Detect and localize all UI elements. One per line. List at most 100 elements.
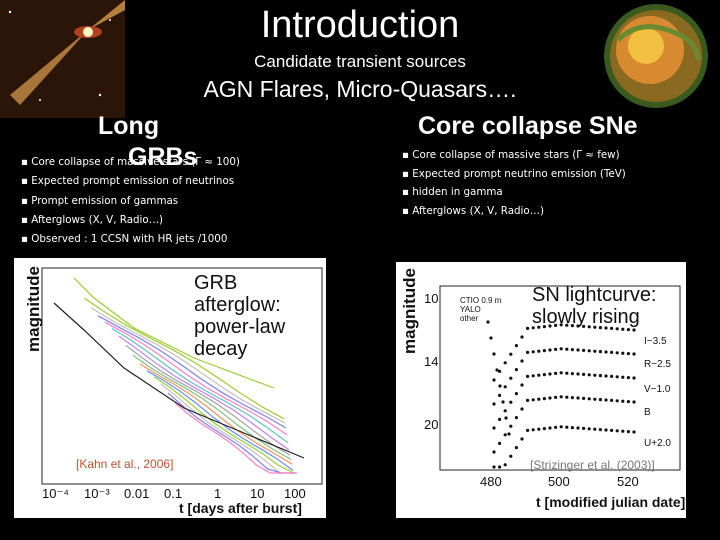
lightcurve-point	[587, 427, 591, 431]
afterglow-curve	[104, 321, 288, 436]
lightcurve-point	[537, 427, 541, 431]
list-item: Observed : 1 CCSN with HR jets /1000	[21, 230, 240, 249]
y-tick: 10	[424, 291, 439, 306]
lightcurve-point	[492, 378, 496, 382]
lightcurve-point	[587, 373, 591, 377]
lightcurve-point	[598, 350, 602, 354]
lightcurve-point	[503, 361, 507, 365]
lightcurve-point	[587, 325, 591, 329]
lightcurve-point	[537, 325, 541, 329]
afterglow-curve	[83, 297, 285, 420]
lightcurve-point	[489, 336, 493, 340]
grb-plot-title: GRB afterglow: power-law decay	[194, 272, 286, 360]
afterglow-curve	[97, 315, 287, 429]
lightcurve-point	[548, 348, 552, 352]
lightcurve-point	[531, 428, 535, 432]
lightcurve-point	[593, 325, 597, 329]
lightcurve-point	[526, 398, 530, 402]
x-tick: 100	[284, 486, 306, 501]
supernova-image	[598, 0, 713, 112]
sne-bullet-list: Core collapse of massive stars (Γ ≈ few)…	[402, 146, 626, 220]
lightcurve-point	[531, 374, 535, 378]
lightcurve-point	[576, 396, 580, 400]
lightcurve-point	[559, 425, 563, 429]
lightcurve-point	[565, 425, 569, 429]
lightcurve-point	[537, 397, 541, 401]
lightcurve-point	[509, 400, 513, 404]
lightcurve-point	[615, 399, 619, 403]
series-label: U+2.0	[644, 438, 671, 449]
legend-item: YALO	[460, 305, 481, 314]
lightcurve-point	[492, 426, 496, 430]
lightcurve-point	[526, 428, 530, 432]
lightcurve-point	[498, 369, 502, 373]
lightcurve-point	[582, 348, 586, 352]
lightcurve-point	[632, 352, 636, 356]
lightcurve-point	[615, 375, 619, 379]
sn-xlabel: t [modified julian date]	[536, 494, 686, 510]
lightcurve-point	[492, 450, 496, 454]
x-tick: 10⁻³	[84, 486, 110, 501]
lightcurve-point	[587, 349, 591, 353]
lightcurve-point	[593, 427, 597, 431]
list-item: Prompt emission of gammas	[21, 192, 240, 211]
afterglow-curve	[139, 363, 293, 465]
lightcurve-point	[615, 327, 619, 331]
lightcurve-point	[492, 465, 496, 469]
afterglow-curve	[153, 376, 295, 474]
lightcurve-point	[626, 430, 630, 434]
grb-afterglow-plot: magnitude GRB afterglow: power-law decay…	[14, 258, 326, 518]
lightcurve-point	[632, 328, 636, 332]
x-tick: 480	[480, 474, 502, 489]
list-item: Core collapse of massive stars (Γ ≈ few)	[402, 146, 626, 165]
lightcurve-point	[548, 372, 552, 376]
lightcurve-point	[632, 376, 636, 380]
afterglow-curve	[73, 277, 275, 389]
list-item: Expected prompt neutrino emission (TeV)	[402, 165, 626, 184]
lightcurve-point	[548, 324, 552, 328]
lightcurve-point	[498, 393, 502, 397]
lightcurve-point	[615, 351, 619, 355]
series-label: R−2.5	[644, 359, 671, 370]
lightcurve-point	[503, 433, 507, 437]
lightcurve-point	[520, 359, 524, 363]
lightcurve-point	[554, 395, 558, 399]
lightcurve-point	[507, 432, 511, 436]
grb-curves	[41, 267, 323, 485]
lightcurve-point	[531, 326, 535, 330]
lightcurve-point	[576, 372, 580, 376]
afterglow-curve	[160, 383, 295, 474]
y-tick: 14	[424, 354, 439, 369]
lightcurve-point	[626, 352, 630, 356]
lightcurve-point	[576, 426, 580, 430]
lightcurve-point	[576, 348, 580, 352]
lightcurve-point	[604, 374, 608, 378]
lightcurve-point	[559, 323, 563, 327]
grb-heading-line1: Long	[98, 112, 160, 140]
lightcurve-point	[632, 430, 636, 434]
legend-item: CTIO 0.9 m	[460, 296, 502, 305]
lightcurve-point	[520, 335, 524, 339]
lightcurve-point	[514, 446, 518, 450]
series-label: V−1.0	[644, 384, 671, 395]
lightcurve-point	[621, 399, 625, 403]
lightcurve-point	[582, 324, 586, 328]
lightcurve-point	[626, 328, 630, 332]
lightcurve-point	[520, 437, 524, 441]
sne-heading: Core collapse SNe	[418, 112, 638, 140]
afterglow-curve	[111, 327, 289, 444]
lightcurve-point	[565, 371, 569, 375]
lightcurve-point	[554, 347, 558, 351]
lightcurve-point	[537, 373, 541, 377]
afterglow-curve	[174, 402, 297, 474]
lightcurve-point	[548, 396, 552, 400]
lightcurve-point	[509, 454, 513, 458]
list-item: Afterglows (X, V, Radio…)	[21, 211, 240, 230]
lightcurve-point	[498, 417, 502, 421]
lightcurve-point	[570, 426, 574, 430]
y-tick: 20	[424, 417, 439, 432]
lightcurve-point	[554, 323, 558, 327]
lightcurve-point	[559, 395, 563, 399]
lightcurve-point	[503, 463, 507, 467]
lightcurve-point	[548, 426, 552, 430]
